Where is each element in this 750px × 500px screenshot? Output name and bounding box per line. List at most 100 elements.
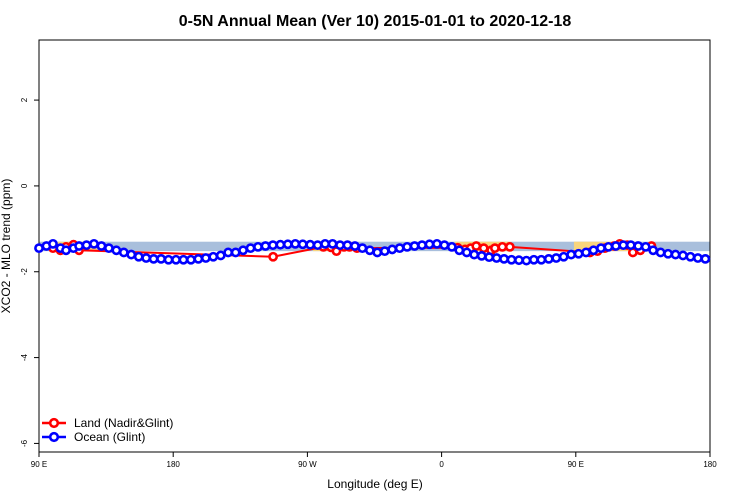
data-point [648, 245, 659, 256]
data-point [484, 252, 495, 263]
data-point [478, 243, 489, 254]
legend: Land (Nadir&Glint)Ocean (Glint) [42, 416, 173, 444]
data-point [490, 243, 500, 254]
data-point [193, 253, 204, 264]
data-point [610, 241, 621, 251]
data-point [499, 253, 509, 264]
data-point [573, 248, 584, 259]
y-tick-label: -4 [20, 353, 29, 361]
data-point [103, 243, 114, 254]
data-point [141, 253, 152, 263]
data-point [633, 241, 644, 251]
data-point [491, 253, 502, 263]
data-point [327, 238, 338, 249]
data-point [432, 238, 442, 249]
data-point [543, 253, 554, 264]
x-tick-label: 0 [439, 460, 444, 469]
data-point [171, 254, 181, 265]
x-tick-label: 90 E [31, 460, 47, 469]
y-axis: 2 0 -2 -4 -6 [20, 97, 39, 447]
data-point [603, 241, 614, 252]
data-point [268, 240, 278, 251]
x-tick-label: 90 W [298, 460, 317, 469]
data-point [186, 254, 196, 265]
data-point [471, 241, 482, 251]
data-point [245, 243, 256, 254]
data-point [48, 238, 58, 249]
data-point [34, 243, 44, 254]
data-point [372, 247, 383, 258]
data-point [663, 248, 673, 259]
data-point [133, 251, 144, 262]
x-tick-label: 90 E [568, 460, 584, 469]
data-point [342, 240, 353, 251]
series-layer [34, 238, 711, 266]
data-point [446, 241, 457, 252]
data-point [409, 241, 420, 251]
data-point [670, 249, 681, 260]
y-tick-label: 2 [20, 97, 29, 102]
data-point [312, 240, 323, 251]
data-point [379, 246, 390, 257]
data-point [364, 245, 375, 256]
data-point [61, 245, 71, 256]
data-point [96, 241, 107, 251]
data-point [596, 243, 606, 254]
data-point [387, 244, 398, 255]
data-point [692, 253, 703, 263]
data-point [74, 241, 84, 251]
data-point [558, 251, 569, 262]
data-point [305, 239, 316, 250]
chart-title: 0-5N Annual Mean (Ver 10) 2015-01-01 to … [179, 13, 572, 30]
data-point [536, 254, 547, 265]
data-point [118, 247, 129, 258]
data-point [514, 255, 524, 266]
y-tick-label: -2 [20, 268, 29, 276]
data-point [625, 240, 636, 251]
data-point [200, 253, 211, 263]
data-point [215, 250, 226, 261]
data-point [178, 254, 189, 265]
legend-label: Land (Nadir&Glint) [74, 416, 173, 430]
data-point [275, 239, 286, 250]
data-point [268, 251, 279, 262]
legend-marker [48, 417, 60, 429]
data-point [394, 243, 405, 254]
data-point [282, 239, 293, 250]
data-point [156, 253, 166, 264]
data-point [402, 241, 413, 252]
data-point [566, 249, 577, 260]
ocean-series [34, 238, 711, 266]
data-point [469, 249, 480, 260]
data-point [439, 240, 450, 251]
data-point [700, 253, 711, 264]
y-axis-label: XCO2 - MLO trend (ppm) [0, 179, 13, 314]
x-tick-label: 180 [167, 460, 181, 469]
x-tick-label: 180 [703, 460, 717, 469]
data-point [350, 241, 360, 251]
data-point [89, 238, 99, 249]
data-point [506, 254, 517, 265]
data-point [320, 238, 331, 249]
data-point [581, 247, 591, 258]
data-point [111, 245, 122, 256]
legend-label: Ocean (Glint) [74, 430, 145, 444]
data-point [424, 239, 435, 250]
data-point [497, 241, 508, 252]
data-point [655, 247, 666, 258]
data-point [417, 240, 427, 251]
data-point [521, 255, 532, 266]
data-point [163, 254, 174, 265]
data-point [618, 240, 629, 251]
data-point [461, 247, 472, 258]
x-axis-label: Longitude (deg E) [327, 477, 422, 491]
data-point [148, 253, 159, 264]
data-point [230, 247, 241, 258]
data-point [238, 245, 248, 256]
x-axis: 90 E 180 90 W 0 90 E 180 [31, 452, 717, 469]
data-point [335, 240, 345, 251]
data-point [357, 243, 368, 254]
data-point [208, 251, 219, 262]
data-point [678, 250, 688, 261]
